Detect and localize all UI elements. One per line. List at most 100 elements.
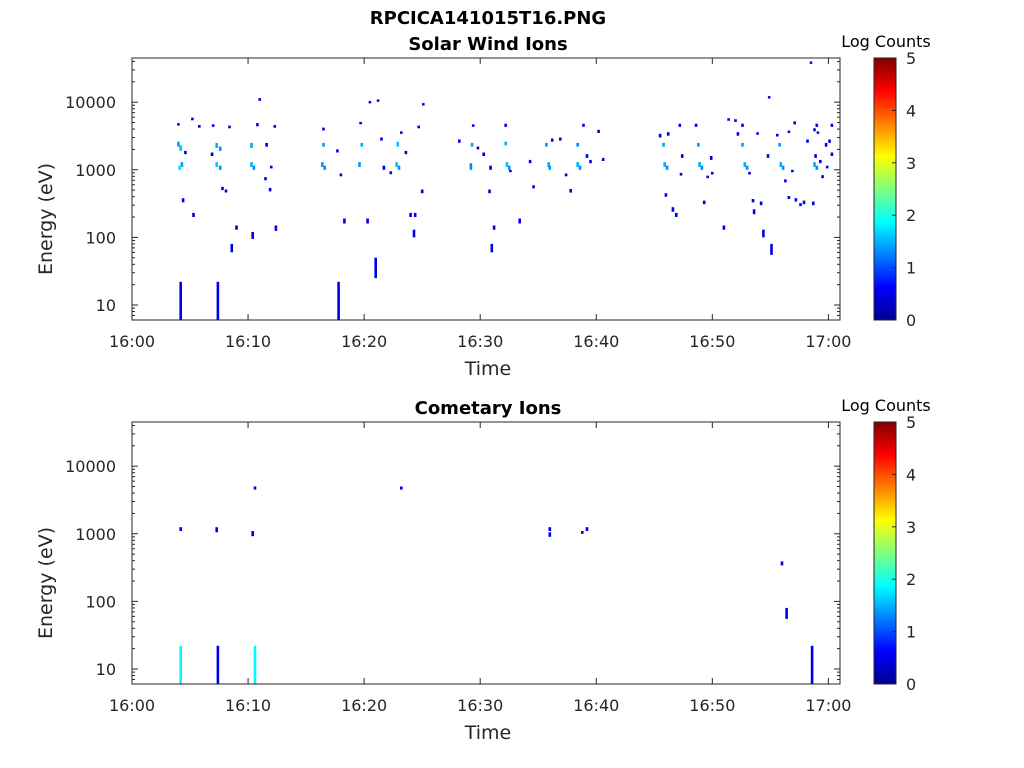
data-cell-27 (273, 125, 277, 128)
data-cell-5 (180, 162, 184, 167)
colorbar-tick-label: 1 (906, 259, 916, 278)
data-cell-43 (358, 162, 361, 167)
data-cell-18 (228, 125, 231, 129)
colorbar-tick-label: 3 (906, 518, 916, 537)
data-cell-101 (666, 132, 670, 136)
data-cell-127 (756, 132, 759, 135)
data-cell-74 (504, 141, 507, 146)
data-cell-142 (794, 198, 798, 202)
x-tick-label: 16:00 (109, 332, 155, 351)
data-cell-24 (251, 232, 254, 239)
data-cell-107 (680, 154, 684, 158)
data-cell-94 (597, 129, 600, 133)
data-cell-100 (665, 165, 669, 170)
data-cell-98 (662, 142, 665, 147)
colorbar (873, 421, 897, 685)
y-axis-label: Energy (eV) (35, 163, 57, 275)
data-cell-120 (736, 132, 740, 136)
data-cell-12 (585, 527, 589, 531)
y-axis-label: Energy (eV) (35, 527, 57, 639)
data-cell-91 (576, 142, 579, 147)
colorbar-label: Log Counts (841, 396, 931, 415)
data-cell-59 (413, 212, 417, 217)
data-cell-37 (322, 142, 325, 147)
data-cell-64 (458, 139, 461, 143)
data-cell-54 (395, 162, 398, 167)
y-tick-label: 10000 (65, 457, 116, 476)
data-cell-28 (274, 225, 278, 231)
data-cell-10 (548, 527, 552, 531)
colorbar-tick-label: 1 (906, 623, 916, 642)
data-cell-49 (359, 121, 362, 125)
data-cell-57 (404, 150, 408, 155)
data-cell-11 (581, 531, 584, 534)
data-cell-7 (181, 198, 185, 203)
data-cell-62 (422, 103, 425, 106)
data-cell-55 (397, 165, 401, 170)
data-cell-11 (177, 123, 180, 126)
data-cell-121 (741, 142, 744, 147)
colorbar-tick-label: 2 (906, 206, 916, 225)
plot-area (132, 422, 840, 684)
data-cell-26 (258, 98, 261, 101)
x-tick-label: 16:40 (573, 332, 619, 351)
figure-title: RPCICA141015T16.PNG (370, 8, 606, 29)
data-cell-32 (265, 142, 268, 147)
data-cell-1 (216, 281, 220, 320)
data-cell-0 (179, 281, 182, 320)
data-cell-67 (469, 163, 473, 170)
data-cell-81 (532, 185, 535, 189)
data-cell-160 (828, 139, 831, 143)
data-cell-113 (702, 200, 706, 205)
x-tick-label: 16:50 (689, 332, 735, 351)
data-cell-87 (564, 173, 568, 177)
data-cell-31 (252, 165, 256, 170)
plot-area (132, 58, 840, 320)
data-cell-156 (824, 142, 828, 147)
data-cell-41 (339, 173, 343, 177)
data-cell-34 (270, 165, 273, 169)
data-cell-60 (412, 229, 416, 238)
y-tick-label: 10 (96, 296, 116, 315)
data-cell-119 (741, 123, 744, 127)
data-cell-79 (518, 218, 521, 224)
data-cell-97 (658, 133, 662, 138)
data-cell-47 (374, 257, 377, 279)
data-cell-152 (813, 162, 816, 167)
data-cell-71 (488, 189, 491, 194)
data-cell-82 (545, 142, 548, 147)
data-cell-139 (791, 169, 794, 173)
data-cell-132 (770, 243, 773, 255)
data-cell-145 (806, 139, 809, 143)
data-cell-36 (322, 127, 325, 131)
data-cell-66 (470, 142, 474, 147)
data-cell-110 (698, 162, 701, 167)
data-cell-147 (812, 201, 815, 206)
data-cell-80 (528, 159, 532, 164)
data-cell-2 (337, 281, 340, 320)
spectrogram-cells (179, 486, 814, 684)
data-cell-117 (727, 118, 730, 121)
data-cell-123 (745, 165, 749, 170)
data-cell-136 (781, 165, 785, 170)
data-cell-8 (192, 212, 195, 217)
axes-frame (131, 421, 841, 685)
data-cell-115 (711, 171, 714, 175)
data-cell-149 (813, 128, 816, 132)
data-cell-33 (264, 177, 267, 181)
data-cell-6 (251, 531, 254, 537)
data-cell-21 (211, 124, 215, 127)
data-cell-134 (778, 142, 781, 147)
data-cell-155 (821, 175, 824, 179)
data-cell-157 (830, 123, 834, 127)
data-cell-1 (216, 645, 220, 684)
data-cell-5 (215, 527, 218, 533)
data-cell-30 (250, 162, 253, 167)
data-cell-7 (253, 486, 257, 490)
data-cell-73 (489, 165, 492, 170)
panel-2: 16:00 16:10 16:20 16:30 16:40 16:50 17:0010100… (35, 396, 931, 744)
x-tick-label: 16:10 (225, 332, 271, 351)
data-cell-159 (825, 165, 829, 169)
data-cell-95 (601, 157, 605, 161)
data-cell-151 (814, 154, 817, 158)
